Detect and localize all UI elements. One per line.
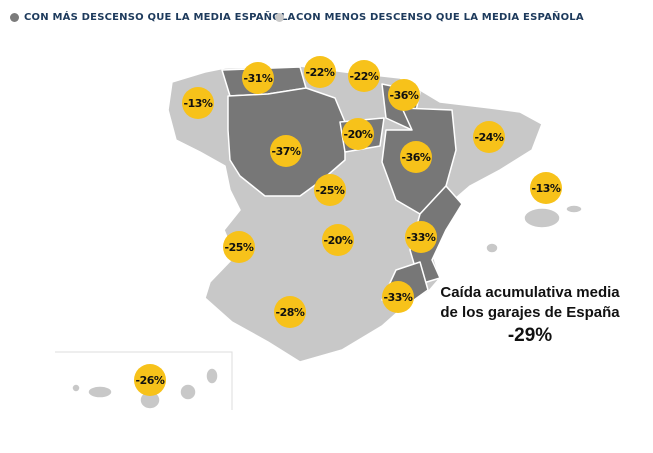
legend-item-below-average: CON MENOS DESCENSO QUE LA MEDIA ESPAÑOLA	[275, 12, 584, 23]
island-canarias-3	[179, 383, 197, 401]
light-dot-icon	[275, 13, 284, 22]
region-badge: -36%	[388, 79, 420, 111]
region-badge: -25%	[223, 231, 255, 263]
island-canarias-1	[87, 385, 113, 399]
legend-label: CON MENOS DESCENSO QUE LA MEDIA ESPAÑOLA	[296, 12, 584, 23]
summary-caption: Caída acumulativa media de los garajes d…	[440, 284, 620, 321]
island-canarias-5	[71, 383, 81, 393]
island-mallorca	[523, 207, 561, 229]
region-badge: -36%	[400, 141, 432, 173]
summary-box: Caída acumulativa media de los garajes d…	[440, 283, 620, 346]
region-badge: -24%	[473, 121, 505, 153]
region-badge: -13%	[530, 172, 562, 204]
region-badge: -33%	[405, 221, 437, 253]
canarias-frame	[55, 351, 233, 410]
summary-total: -29%	[507, 325, 553, 346]
dark-dot-icon	[10, 13, 19, 22]
region-badge: -22%	[348, 60, 380, 92]
island-canarias-4	[205, 367, 219, 385]
region-badge: -37%	[270, 135, 302, 167]
region-badge: -31%	[242, 62, 274, 94]
region-badge: -20%	[342, 118, 374, 150]
region-badge: -26%	[134, 364, 166, 396]
region-badge: -20%	[322, 224, 354, 256]
region-badge: -28%	[274, 296, 306, 328]
region-badge: -22%	[304, 56, 336, 88]
island-ibiza	[485, 242, 499, 254]
region-badge: -33%	[382, 281, 414, 313]
region-badge: -25%	[314, 174, 346, 206]
legend-item-above-average: CON MÁS DESCENSO QUE LA MEDIA ESPAÑOLA	[10, 12, 295, 23]
island-menorca	[565, 204, 583, 214]
region-badge: -13%	[182, 87, 214, 119]
legend-label: CON MÁS DESCENSO QUE LA MEDIA ESPAÑOLA	[24, 12, 296, 23]
